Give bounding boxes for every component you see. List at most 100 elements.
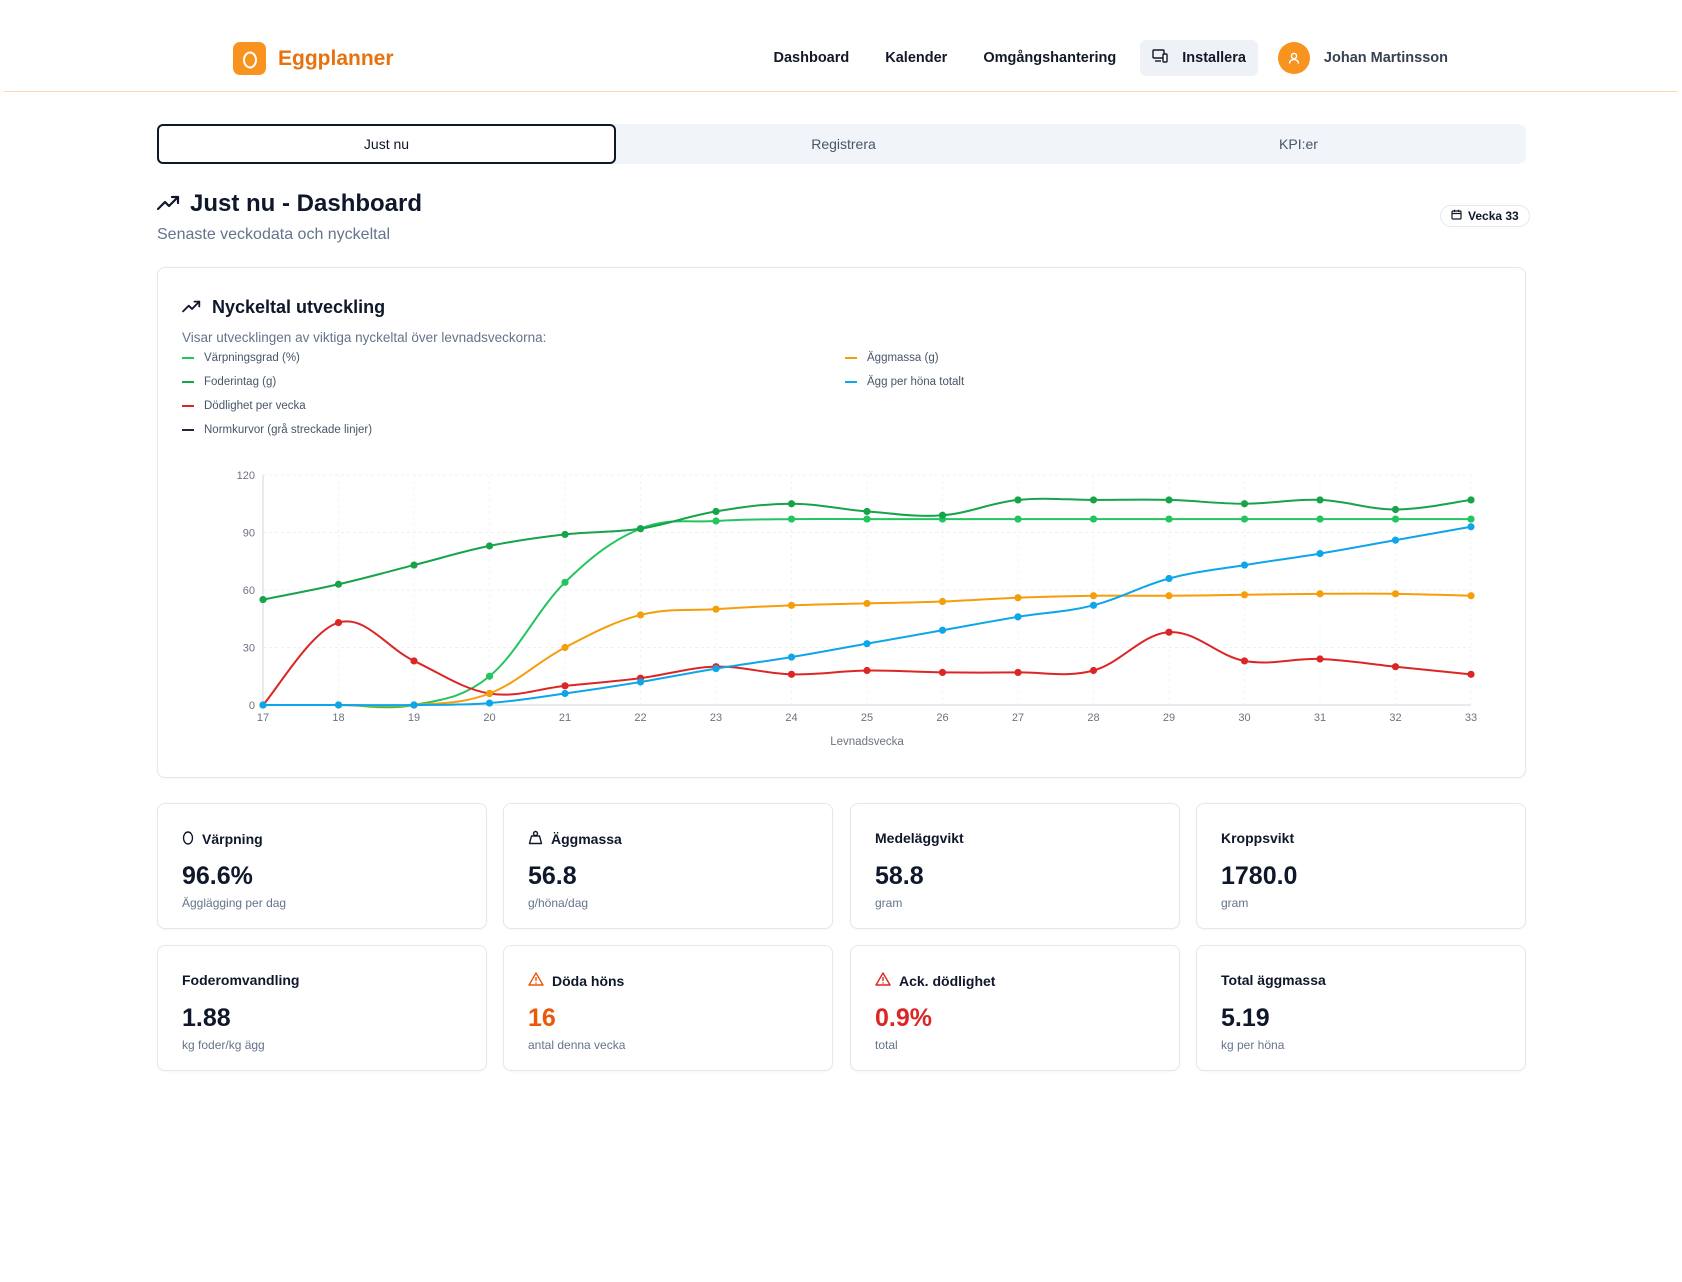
data-point: [1467, 592, 1475, 600]
legend-item: Värpningsgrad (%): [182, 352, 300, 364]
data-point: [863, 640, 871, 648]
legend-swatch: [845, 357, 857, 359]
data-point: [561, 578, 569, 586]
egg-logo-icon: [233, 42, 266, 75]
kpi-unit: kg foder/kg ägg: [182, 1038, 265, 1052]
view-tabs: Just nu Registrera KPI:er: [157, 124, 1526, 164]
kpi-label: Medeläggvikt: [875, 830, 964, 846]
kpi-card-ack-dodlighet: Ack. dödlighet 0.9% total: [850, 945, 1180, 1071]
x-tick-label: 25: [861, 712, 873, 724]
data-point: [1165, 515, 1173, 523]
data-point: [787, 515, 796, 523]
data-point: [410, 701, 418, 709]
data-point: [1165, 628, 1173, 636]
x-tick-label: 18: [332, 712, 344, 724]
data-point: [1391, 505, 1400, 514]
tab-just-nu[interactable]: Just nu: [157, 124, 616, 164]
data-point: [1165, 592, 1173, 600]
data-point: [1014, 515, 1022, 523]
x-tick-label: 27: [1012, 712, 1024, 724]
tab-kpier[interactable]: KPI:er: [1279, 136, 1318, 152]
data-point: [1240, 591, 1249, 599]
data-point: [1089, 601, 1098, 609]
data-point: [712, 605, 720, 613]
data-point: [1089, 515, 1098, 523]
legend-swatch: [182, 429, 194, 431]
data-point: [1467, 670, 1475, 678]
x-tick-label: 31: [1314, 712, 1326, 724]
x-tick-label: 28: [1087, 712, 1099, 724]
user-menu[interactable]: Johan Martinsson: [1277, 42, 1448, 74]
data-point: [1014, 668, 1022, 677]
kpi-card-doda-hons: Döda höns 16 antal denna vecka: [503, 945, 833, 1071]
x-tick-label: 19: [408, 712, 420, 724]
kpi-header: Kroppsvikt: [1221, 830, 1294, 846]
legend-item: Foderintag (g): [182, 376, 276, 388]
x-tick-label: 22: [634, 712, 646, 724]
data-point: [1240, 657, 1249, 665]
kpi-header: Medeläggvikt: [875, 830, 964, 846]
data-point: [259, 595, 267, 604]
top-navbar: Eggplanner Dashboard Kalender Omgångshan…: [4, 24, 1678, 92]
kpi-card-medelaggvikt: Medeläggvikt 58.8 gram: [850, 803, 1180, 929]
kpi-label: Total äggmassa: [1221, 972, 1326, 988]
kpi-unit: gram: [875, 896, 903, 910]
user-avatar-icon: [1277, 42, 1310, 74]
chart-description: Visar utvecklingen av viktiga nyckeltal …: [182, 330, 547, 345]
x-tick-label: 32: [1389, 712, 1401, 724]
series-line-0: [263, 517, 1471, 709]
data-point: [636, 611, 645, 619]
data-point: [1391, 536, 1400, 544]
data-point: [938, 511, 947, 519]
nav-kalender[interactable]: Kalender: [885, 50, 948, 66]
page-title: Just nu - Dashboard: [156, 190, 422, 218]
tab-registrera[interactable]: Registrera: [811, 136, 876, 152]
warning-icon: [528, 972, 544, 989]
page-subtitle: Senaste veckodata och nyckeltal: [157, 226, 391, 243]
kpi-header: Äggmassa: [528, 830, 622, 848]
data-point: [561, 643, 569, 652]
data-point: [485, 542, 494, 550]
kpi-header: Ack. dödlighet: [875, 972, 995, 989]
data-point: [1165, 574, 1173, 583]
kpi-label: Ack. dödlighet: [899, 972, 996, 989]
brand-name: Eggplanner: [278, 46, 394, 70]
data-point: [410, 561, 418, 569]
data-point: [1165, 496, 1173, 504]
warning-icon: [875, 972, 891, 989]
kpi-header: Värpning: [182, 830, 263, 848]
data-point: [561, 530, 569, 539]
data-point: [712, 517, 720, 525]
data-point: [410, 657, 418, 665]
kpi-unit: total: [875, 1038, 898, 1052]
x-tick-label: 29: [1163, 712, 1175, 724]
trending-up-icon: [182, 297, 202, 318]
data-point: [1316, 549, 1324, 558]
legend-swatch: [845, 381, 857, 383]
y-tick-label: 0: [249, 700, 255, 712]
kpi-unit: gram: [1221, 896, 1249, 910]
x-tick-label: 20: [483, 712, 495, 724]
nav-omgangshantering[interactable]: Omgångshantering: [983, 50, 1117, 66]
data-point: [259, 701, 267, 709]
kpi-unit: kg per höna: [1221, 1038, 1285, 1052]
data-point: [334, 580, 343, 588]
kpi-card-varpning: Värpning 96.6% Ägglägging per dag: [157, 803, 487, 929]
data-point: [1014, 613, 1022, 621]
trending-up-icon: [156, 190, 181, 218]
y-tick-label: 90: [243, 528, 255, 540]
kpi-card-aggmassa: Äggmassa 56.8 g/höna/dag: [503, 803, 833, 929]
data-point: [1240, 500, 1249, 508]
user-name: Johan Martinsson: [1323, 50, 1448, 66]
data-point: [787, 670, 796, 678]
data-point: [1240, 561, 1249, 569]
brand[interactable]: Eggplanner: [233, 42, 394, 75]
data-point: [863, 507, 871, 516]
nav-dashboard[interactable]: Dashboard: [773, 50, 850, 66]
legend-item: Normkurvor (grå streckade linjer): [182, 424, 372, 436]
install-button[interactable]: Installera: [1140, 40, 1258, 76]
x-tick-label: 23: [710, 712, 722, 724]
kpi-header: Foderomvandling: [182, 972, 299, 988]
legend-item: Dödlighet per vecka: [182, 400, 306, 412]
data-point: [938, 668, 947, 677]
